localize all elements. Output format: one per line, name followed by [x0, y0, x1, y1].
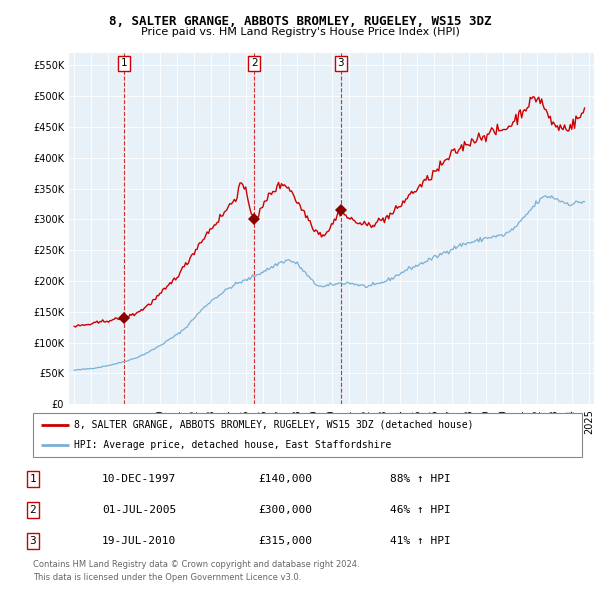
Text: Price paid vs. HM Land Registry's House Price Index (HPI): Price paid vs. HM Land Registry's House … — [140, 27, 460, 37]
Text: This data is licensed under the Open Government Licence v3.0.: This data is licensed under the Open Gov… — [33, 573, 301, 582]
Text: HPI: Average price, detached house, East Staffordshire: HPI: Average price, detached house, East… — [74, 440, 391, 450]
Text: 88% ↑ HPI: 88% ↑ HPI — [390, 474, 451, 484]
Text: £315,000: £315,000 — [258, 536, 312, 546]
Text: 3: 3 — [337, 58, 344, 68]
Text: 01-JUL-2005: 01-JUL-2005 — [102, 505, 176, 515]
Text: 1: 1 — [29, 474, 37, 484]
Text: Contains HM Land Registry data © Crown copyright and database right 2024.: Contains HM Land Registry data © Crown c… — [33, 560, 359, 569]
Text: 8, SALTER GRANGE, ABBOTS BROMLEY, RUGELEY, WS15 3DZ (detached house): 8, SALTER GRANGE, ABBOTS BROMLEY, RUGELE… — [74, 420, 473, 430]
Text: 8, SALTER GRANGE, ABBOTS BROMLEY, RUGELEY, WS15 3DZ: 8, SALTER GRANGE, ABBOTS BROMLEY, RUGELE… — [109, 15, 491, 28]
Text: 46% ↑ HPI: 46% ↑ HPI — [390, 505, 451, 515]
Text: 2: 2 — [251, 58, 257, 68]
Text: £140,000: £140,000 — [258, 474, 312, 484]
Text: 3: 3 — [29, 536, 37, 546]
Text: 1: 1 — [121, 58, 128, 68]
FancyBboxPatch shape — [33, 413, 582, 457]
Text: 41% ↑ HPI: 41% ↑ HPI — [390, 536, 451, 546]
Text: 10-DEC-1997: 10-DEC-1997 — [102, 474, 176, 484]
Text: £300,000: £300,000 — [258, 505, 312, 515]
Text: 2: 2 — [29, 505, 37, 515]
Text: 19-JUL-2010: 19-JUL-2010 — [102, 536, 176, 546]
